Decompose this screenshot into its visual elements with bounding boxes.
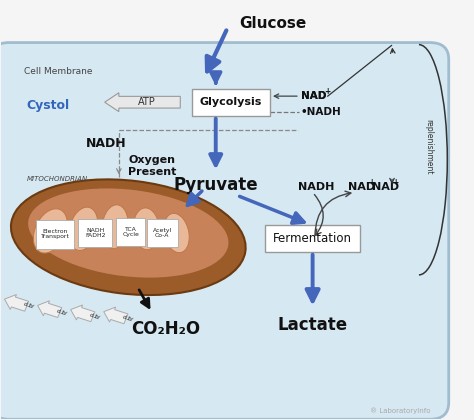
- Text: +: +: [392, 178, 398, 187]
- Text: +: +: [368, 178, 374, 187]
- Text: NAD: NAD: [348, 182, 375, 192]
- Text: Cystol: Cystol: [27, 99, 70, 112]
- Text: Electron
Transport: Electron Transport: [41, 229, 70, 239]
- FancyBboxPatch shape: [78, 219, 112, 247]
- Ellipse shape: [11, 179, 246, 295]
- Text: Fermentation: Fermentation: [273, 232, 352, 245]
- Text: MITOCHONDRIAN: MITOCHONDRIAN: [27, 176, 88, 181]
- Ellipse shape: [69, 207, 98, 250]
- FancyArrow shape: [37, 301, 62, 318]
- Text: NADH: NADH: [299, 182, 335, 192]
- Text: Lactate: Lactate: [278, 316, 348, 334]
- Ellipse shape: [27, 188, 229, 278]
- FancyBboxPatch shape: [265, 225, 360, 252]
- Text: •NADH: •NADH: [301, 107, 342, 117]
- Text: ATP: ATP: [89, 309, 101, 318]
- FancyBboxPatch shape: [0, 42, 449, 419]
- Ellipse shape: [133, 208, 159, 250]
- Ellipse shape: [102, 205, 128, 249]
- Text: +: +: [324, 87, 331, 97]
- Text: Acetyl
Co-A: Acetyl Co-A: [153, 228, 172, 238]
- Text: CO₂H₂O: CO₂H₂O: [132, 320, 201, 338]
- Text: Pyruvate: Pyruvate: [173, 176, 258, 194]
- FancyArrow shape: [105, 93, 180, 112]
- Text: Glycolysis: Glycolysis: [200, 97, 262, 107]
- Text: ATP: ATP: [138, 97, 156, 107]
- FancyArrow shape: [4, 294, 29, 311]
- Text: TCA
Cycle: TCA Cycle: [122, 226, 139, 237]
- FancyBboxPatch shape: [192, 89, 270, 116]
- Text: ® LaboratoryInfo: ® LaboratoryInfo: [370, 407, 431, 414]
- Text: ATP: ATP: [23, 299, 35, 307]
- Text: Oxygen
Present: Oxygen Present: [128, 155, 176, 177]
- Text: NAD: NAD: [301, 91, 326, 101]
- Text: Cell Membrane: Cell Membrane: [24, 67, 93, 76]
- Text: NADH
FADH2: NADH FADH2: [85, 228, 106, 238]
- FancyBboxPatch shape: [36, 220, 74, 249]
- Text: ATP: ATP: [122, 311, 135, 320]
- Text: NADH: NADH: [86, 136, 127, 150]
- Text: ATP: ATP: [56, 305, 68, 313]
- FancyBboxPatch shape: [147, 219, 178, 247]
- FancyBboxPatch shape: [116, 218, 146, 246]
- Text: replenishment: replenishment: [424, 119, 433, 175]
- Text: Glucose: Glucose: [239, 16, 307, 31]
- FancyArrow shape: [104, 307, 128, 324]
- Text: NAD: NAD: [301, 91, 326, 101]
- FancyArrow shape: [71, 305, 95, 322]
- Ellipse shape: [33, 209, 67, 253]
- Text: NAD: NAD: [372, 182, 399, 192]
- Ellipse shape: [164, 213, 189, 253]
